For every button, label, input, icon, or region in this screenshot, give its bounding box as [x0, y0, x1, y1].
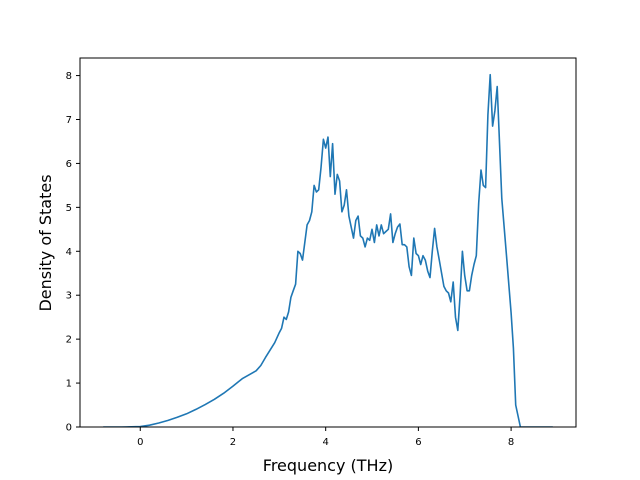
y-tick-label: 3: [66, 291, 72, 302]
y-axis-ticks: 0 1 2 3 4 5 6 7 8: [66, 71, 80, 434]
x-axis-ticks: 0 2 4 6 8: [137, 427, 514, 448]
y-tick-label: 0: [66, 423, 72, 434]
x-tick-label: 8: [508, 437, 514, 448]
x-axis-label: Frequency (THz): [263, 456, 393, 475]
y-tick-label: 2: [66, 335, 72, 346]
y-tick-label: 1: [66, 379, 72, 390]
y-tick-label: 4: [66, 247, 72, 258]
y-tick-label: 5: [66, 203, 72, 214]
y-tick-label: 6: [66, 159, 72, 170]
y-axis-label: Density of States: [36, 174, 55, 311]
x-tick-label: 4: [322, 437, 328, 448]
x-tick-label: 6: [415, 437, 421, 448]
axes-frame: [79, 57, 577, 428]
y-tick-label: 8: [66, 71, 72, 82]
plot-area: [103, 73, 553, 427]
y-tick-label: 7: [66, 115, 72, 126]
x-tick-label: 0: [137, 437, 143, 448]
x-tick-label: 2: [230, 437, 236, 448]
dos-line: [103, 73, 553, 427]
